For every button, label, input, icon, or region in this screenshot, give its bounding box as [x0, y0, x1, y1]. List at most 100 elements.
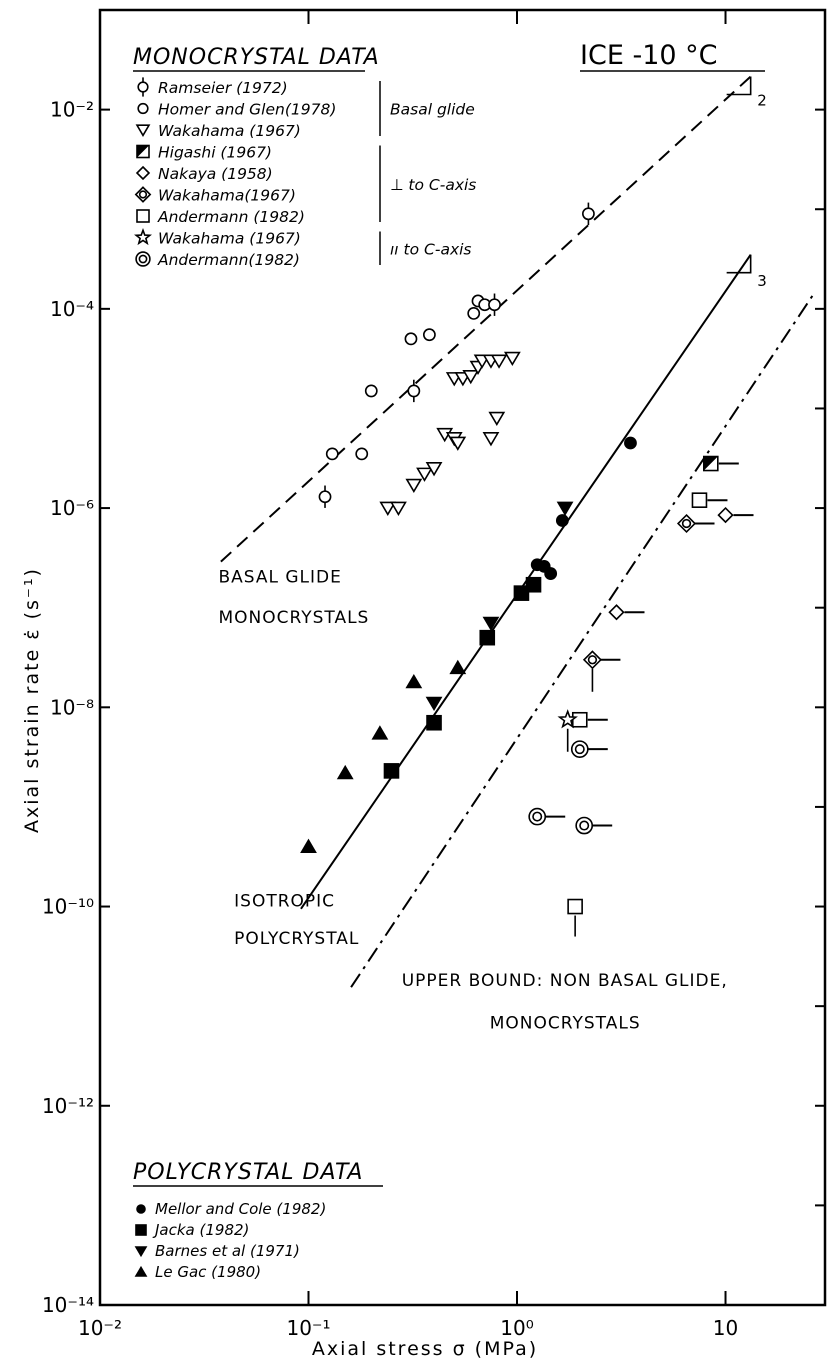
data-point: [482, 616, 500, 632]
data-point: [404, 332, 418, 346]
data-point: [557, 709, 578, 729]
legend-marker: [136, 144, 150, 159]
data-point: [390, 501, 407, 516]
y-tick-label: 10⁻¹⁰: [42, 895, 94, 919]
chart-annotation: MONOCRYSTALS: [490, 1013, 641, 1033]
data-point: [479, 629, 496, 646]
data-point: [462, 369, 480, 385]
data-point: [422, 328, 436, 342]
chart-labels: 10⁻² 10⁻¹ 10⁰ 10 10⁻² 10⁻⁴ 10⁻⁶ 10⁻⁸ 10⁻¹⁰ 10⁻¹² 1…: [42, 91, 767, 1340]
data-point: [571, 711, 588, 728]
x-tick-label: 10⁻¹: [286, 1316, 330, 1340]
legend-label: Wakahama(1967): [158, 187, 296, 205]
y-tick-label: 10⁻⁶: [50, 496, 94, 520]
data-point: [383, 763, 400, 779]
y-tick-label: 10⁻⁴: [50, 297, 94, 321]
legend-label: Wakahama (1967): [158, 122, 301, 140]
plot-frame: [98, 8, 827, 1307]
data-point: [336, 764, 354, 780]
data-point: [513, 585, 530, 601]
data-point: [426, 714, 442, 731]
axis-ticks: [99, 9, 825, 1306]
chart-title: ICE -10 °C: [580, 40, 718, 71]
legend-label: Barnes et al (1971): [155, 1242, 300, 1260]
slope-label: 3: [757, 272, 767, 290]
legend-marker: [135, 251, 151, 267]
legend-marker: [137, 102, 149, 115]
chart-annotation: ISOTROPIC: [234, 892, 335, 912]
legend-label: Jacka (1982): [152, 1221, 249, 1239]
data-point: [371, 725, 389, 740]
y-tick-label: 10⁻¹²: [42, 1094, 94, 1118]
x-tick-label: 10⁻²: [78, 1316, 122, 1340]
data-point: [364, 384, 378, 398]
y-tick-label: 10⁻⁸: [50, 695, 94, 719]
legends: Ramseier (1972) Homer and Glen(1978) Wakah…: [134, 77, 476, 1281]
legend-label: Nakaya (1958): [158, 165, 273, 183]
data-point: [449, 436, 467, 451]
data-point: [488, 411, 506, 426]
data-point: [300, 838, 317, 853]
slope-triangle: [726, 254, 752, 274]
mono-legend-title: MONOCRYSTAL DATA: [133, 45, 380, 70]
data-point: [582, 650, 602, 670]
legend-marker: [136, 209, 150, 223]
y-tick-label: 10⁻²: [50, 98, 94, 122]
data-point: [567, 898, 583, 915]
chart-annotation: MONOCRYSTALS: [218, 608, 369, 628]
poly-legend-title: POLYCRYSTAL DATA: [133, 1160, 363, 1185]
legend-marker: [136, 1204, 146, 1214]
slope-triangle: [726, 76, 752, 96]
legend-marker: [134, 1246, 148, 1258]
data-point: [555, 514, 569, 527]
data-point: [482, 432, 500, 447]
y-tick-label: 10⁻¹⁴: [42, 1293, 94, 1317]
legend-marker: [135, 165, 151, 181]
legend-label: Ramseier (1972): [158, 79, 288, 97]
data-point: [703, 455, 719, 472]
legend-marker: [134, 1265, 148, 1277]
legend-label: Higashi (1967): [158, 144, 272, 162]
data-point: [570, 740, 589, 759]
data-point: [405, 478, 423, 493]
data-point: [624, 436, 637, 450]
data-point: [407, 379, 421, 403]
data-point: [405, 674, 423, 689]
legend-label: Homer and Glen(1978): [158, 101, 336, 119]
data-point: [544, 567, 558, 580]
x-axis-label: Axial stress σ (MPa): [312, 1338, 538, 1360]
data-point: [608, 604, 625, 621]
data-point: [467, 307, 481, 320]
data-point: [425, 696, 443, 712]
y-axis-label: Axial strain rate ε̇ (s⁻¹): [21, 567, 43, 833]
data-point: [503, 351, 521, 367]
data-point: [449, 659, 467, 675]
legend-group-label: ıı to C-axis: [390, 240, 472, 258]
data-point: [525, 576, 542, 593]
legend-label: Wakahama (1967): [158, 230, 301, 248]
legend-label: Le Gac (1980): [155, 1263, 261, 1281]
data-point: [676, 513, 697, 534]
slope-label: 2: [757, 91, 767, 109]
data-point: [425, 462, 443, 477]
data-point: [318, 485, 332, 508]
x-tick-label: 10⁰: [500, 1316, 533, 1340]
data-point: [416, 467, 433, 482]
legend-marker: [135, 1224, 147, 1236]
data-points: [300, 202, 754, 937]
data-point: [582, 202, 595, 225]
legend-label: Andermann(1982): [157, 251, 300, 269]
legend-marker: [135, 124, 151, 137]
data-point: [575, 816, 594, 835]
x-tick-label: 10: [713, 1316, 738, 1340]
data-point: [528, 807, 547, 826]
data-point: [488, 293, 501, 316]
data-point: [556, 501, 574, 516]
legend-label: Andermann (1982): [157, 208, 305, 226]
chart-annotation: UPPER BOUND: NON BASAL GLIDE,: [402, 971, 728, 991]
legend-group-label: ⊥ to C-axis: [390, 176, 476, 194]
model-line-dashed: [220, 75, 752, 563]
chart-annotation: POLYCRYSTAL: [234, 929, 359, 949]
data-point: [691, 492, 708, 508]
